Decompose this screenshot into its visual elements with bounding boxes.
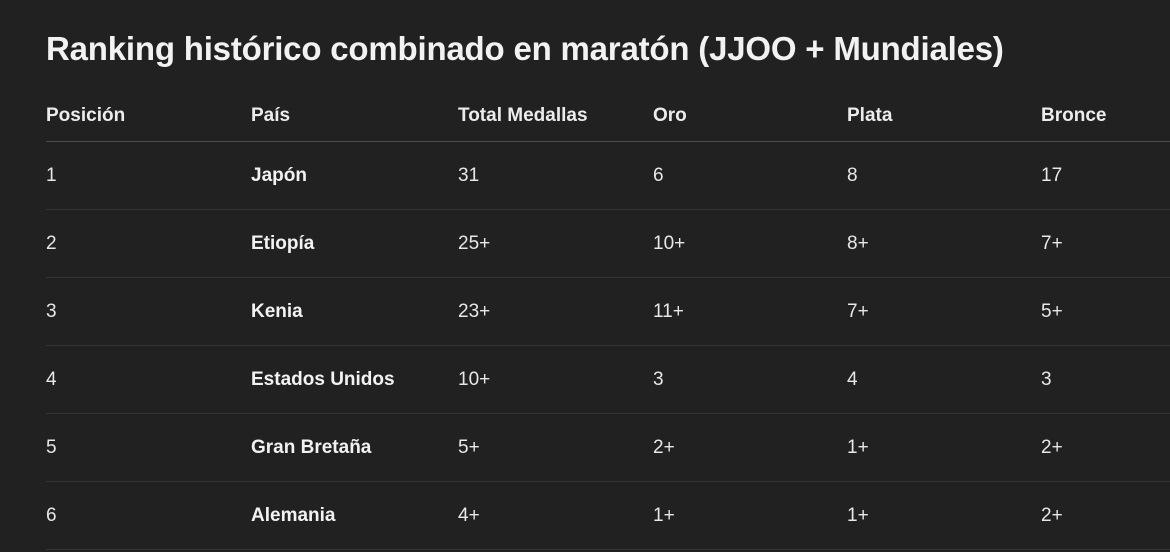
cell-bronze: 5+	[1041, 277, 1170, 346]
cell-total: 23+	[458, 277, 653, 346]
header-country: País	[251, 91, 458, 142]
cell-silver: 1+	[847, 413, 1041, 482]
cell-position: 3	[46, 277, 251, 346]
cell-position: 6	[46, 481, 251, 550]
cell-gold: 6	[653, 141, 847, 210]
cell-total: 5+	[458, 413, 653, 482]
cell-gold: 1+	[653, 481, 847, 550]
cell-silver: 8	[847, 141, 1041, 210]
cell-position: 4	[46, 345, 251, 414]
cell-bronze: 2+	[1041, 413, 1170, 482]
header-silver: Plata	[847, 91, 1041, 142]
table-row: 6 Alemania 4+ 1+ 1+ 2+	[46, 481, 1170, 550]
cell-bronze: 3	[1041, 345, 1170, 414]
table-row: 1 Japón 31 6 8 17	[46, 141, 1170, 210]
cell-gold: 3	[653, 345, 847, 414]
table-header-row: Posición País Total Medallas Oro Plata B…	[46, 91, 1170, 142]
header-position: Posición	[46, 91, 251, 142]
cell-country: Estados Unidos	[251, 345, 458, 414]
cell-total: 25+	[458, 209, 653, 278]
cell-country: Gran Bretaña	[251, 413, 458, 482]
cell-country: Kenia	[251, 277, 458, 346]
cell-bronze: 7+	[1041, 209, 1170, 278]
cell-position: 2	[46, 209, 251, 278]
header-bronze: Bronce	[1041, 91, 1170, 142]
cell-gold: 10+	[653, 209, 847, 278]
header-total-medals: Total Medallas	[458, 91, 653, 142]
cell-silver: 1+	[847, 481, 1041, 550]
cell-country: Etiopía	[251, 209, 458, 278]
cell-country: Alemania	[251, 481, 458, 550]
cell-gold: 2+	[653, 413, 847, 482]
table-row: 5 Gran Bretaña 5+ 2+ 1+ 2+	[46, 413, 1170, 482]
cell-silver: 4	[847, 345, 1041, 414]
table-row: 2 Etiopía 25+ 10+ 8+ 7+	[46, 209, 1170, 278]
cell-bronze: 2+	[1041, 481, 1170, 550]
cell-bronze: 17	[1041, 141, 1170, 210]
medal-ranking-table: Posición País Total Medallas Oro Plata B…	[46, 91, 1170, 550]
cell-silver: 7+	[847, 277, 1041, 346]
header-gold: Oro	[653, 91, 847, 142]
cell-gold: 11+	[653, 277, 847, 346]
cell-silver: 8+	[847, 209, 1041, 278]
table-row: 3 Kenia 23+ 11+ 7+ 5+	[46, 277, 1170, 346]
cell-position: 1	[46, 141, 251, 210]
cell-position: 5	[46, 413, 251, 482]
cell-country: Japón	[251, 141, 458, 210]
table-row: 4 Estados Unidos 10+ 3 4 3	[46, 345, 1170, 414]
cell-total: 4+	[458, 481, 653, 550]
cell-total: 31	[458, 141, 653, 210]
table-title: Ranking histórico combinado en maratón (…	[46, 30, 1004, 67]
cell-total: 10+	[458, 345, 653, 414]
